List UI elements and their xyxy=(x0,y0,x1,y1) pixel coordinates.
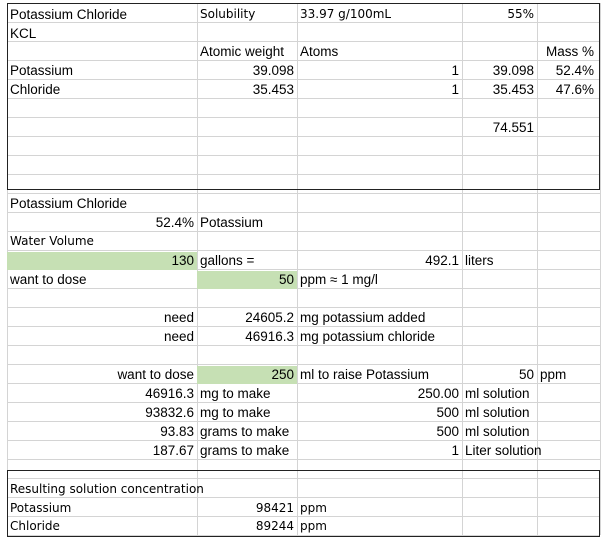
dose-ppm-value[interactable]: 50 xyxy=(278,272,294,287)
solution-label: want to dose xyxy=(117,367,194,382)
potassium-pct-value: 52.4% xyxy=(155,215,194,230)
header-mass-pct: Mass % xyxy=(545,44,594,59)
solution-amount: 46916.3 xyxy=(145,386,194,401)
result-value: 89244 xyxy=(255,519,294,533)
liters-label: liters xyxy=(465,253,494,268)
section-frame-bottom xyxy=(7,470,600,537)
element-atomic-weight: 39.098 xyxy=(252,63,294,78)
dose-ppm-input-cell[interactable] xyxy=(197,271,297,289)
result-name: Potassium xyxy=(10,501,72,515)
element-name: Potassium xyxy=(10,63,74,78)
gallons-label: gallons = xyxy=(200,253,255,268)
liters-value: 492.1 xyxy=(425,253,459,268)
dose-unit: ppm ≈ 1 mg/l xyxy=(300,272,378,287)
header-atomic-weight: Atomic weight xyxy=(200,44,285,59)
solution-ml-value[interactable]: 250 xyxy=(271,367,294,382)
solubility-label: Solubility xyxy=(200,7,256,21)
solution-volume-unit: ml solution xyxy=(465,424,530,439)
need-value: 24605.2 xyxy=(245,310,294,325)
solution-amount: 93.83 xyxy=(160,424,194,439)
solution-volume: 500 xyxy=(436,424,459,439)
solution-ml-label: ml to raise Potassium xyxy=(300,367,430,382)
solution-amount: 187.67 xyxy=(152,443,194,458)
need-label: need xyxy=(163,310,194,325)
solubility-value: 33.97 g/100mL xyxy=(300,7,392,21)
result-unit: ppm xyxy=(300,519,327,533)
solubility-percent: 55% xyxy=(507,7,534,21)
need-unit: mg potassium added xyxy=(300,310,426,325)
water-volume-label: Water Volume xyxy=(10,234,94,248)
element-weight-total: 39.098 xyxy=(492,63,534,78)
solution-volume-unit: Liter solution xyxy=(465,443,542,458)
solution-ml-input-cell[interactable] xyxy=(197,366,297,384)
need-unit: mg potassium chloride xyxy=(300,329,436,344)
element-name: Chloride xyxy=(10,82,61,97)
result-title: Resulting solution concentration xyxy=(10,482,204,496)
solution-ppm-label: ppm xyxy=(540,367,567,382)
element-atoms: 1 xyxy=(451,63,459,78)
sheet-title: Potassium Chloride xyxy=(10,7,128,22)
gallons-input-cell[interactable] xyxy=(7,252,197,270)
solution-amount-unit: grams to make xyxy=(200,424,290,439)
result-value: 98421 xyxy=(255,501,294,515)
header-atoms: Atoms xyxy=(300,44,339,59)
result-name: Chloride xyxy=(10,519,60,533)
solution-volume: 250.00 xyxy=(417,386,459,401)
element-mass-pct: 47.6% xyxy=(555,82,594,97)
section-frame-top xyxy=(7,3,600,190)
solution-amount-unit: mg to make xyxy=(200,405,271,420)
potassium-pct-label: Potassium xyxy=(200,215,264,230)
element-atomic-weight: 35.453 xyxy=(252,82,294,97)
solution-amount: 93832.6 xyxy=(145,405,194,420)
dose-label: want to dose xyxy=(10,272,87,287)
solution-ppm-value: 50 xyxy=(518,367,534,382)
solution-amount-unit: mg to make xyxy=(200,386,271,401)
solution-amount-unit: grams to make xyxy=(200,443,290,458)
result-unit: ppm xyxy=(300,501,327,515)
need-value: 46916.3 xyxy=(245,329,294,344)
solution-volume-unit: ml solution xyxy=(465,405,530,420)
element-atoms: 1 xyxy=(451,82,459,97)
solution-volume: 500 xyxy=(436,405,459,420)
need-label: need xyxy=(163,329,194,344)
solution-volume-unit: ml solution xyxy=(465,386,530,401)
formula: KCL xyxy=(10,26,37,41)
solution-volume: 1 xyxy=(451,443,459,458)
element-mass-pct: 52.4% xyxy=(555,63,594,78)
element-weight-total: 35.453 xyxy=(492,82,534,97)
section-title: Potassium Chloride xyxy=(10,196,128,211)
gallons-value[interactable]: 130 xyxy=(171,253,194,268)
molar-mass-total: 74.551 xyxy=(492,120,534,135)
